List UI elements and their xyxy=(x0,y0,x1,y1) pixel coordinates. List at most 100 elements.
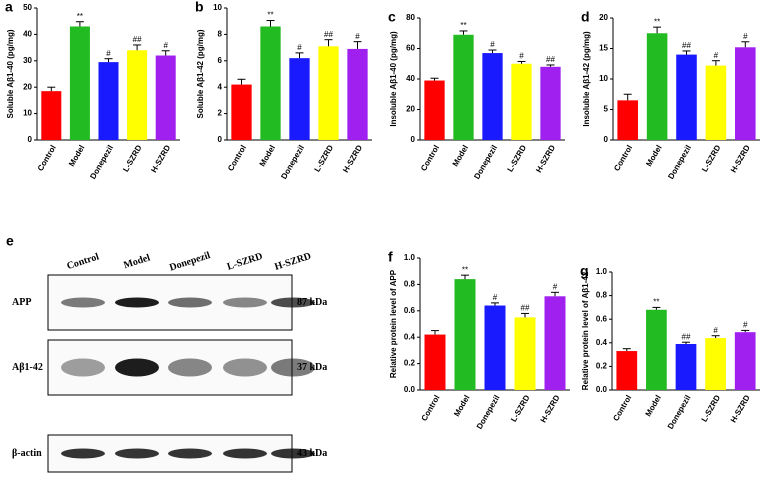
x-tick-label: Model xyxy=(258,144,277,169)
x-tick-label: Donepezil xyxy=(88,144,115,181)
x-tick-label: Donepezil xyxy=(666,144,693,181)
significance: ** xyxy=(654,17,660,26)
x-tick-label: L-SZRD xyxy=(121,143,144,173)
blot-band xyxy=(115,448,159,459)
significance: ## xyxy=(682,41,691,50)
y-tick-label: 0.8 xyxy=(404,280,416,289)
x-tick-label: L-SZRD xyxy=(700,143,723,173)
x-tick-label: Control xyxy=(226,144,248,173)
significance: # xyxy=(106,49,111,58)
blot-band xyxy=(223,297,267,308)
y-tick-label: 0 xyxy=(28,135,33,144)
row-label: β-actin xyxy=(12,448,42,459)
x-tick-label: Donepezil xyxy=(666,394,693,431)
bar xyxy=(98,62,119,141)
y-axis-label: Relative protein level of APP xyxy=(389,269,398,378)
bar xyxy=(544,296,566,390)
y-axis-label: Soluble Aβ1-42 (pg/mg) xyxy=(196,29,205,118)
blot-band xyxy=(168,297,212,308)
x-tick-label: H-SZRD xyxy=(341,143,364,174)
x-tick-label: Model xyxy=(644,144,663,169)
row-label: APP xyxy=(12,297,31,308)
lane-label: Model xyxy=(122,252,151,271)
panel-label: a xyxy=(5,0,13,15)
size-label: 37 kDa xyxy=(297,362,327,373)
y-axis-label: Insoluble Aβ1-40 (pg/mg) xyxy=(389,31,398,127)
lane-label: H-SZRD xyxy=(273,251,312,273)
blot-band xyxy=(168,358,212,377)
bar xyxy=(484,305,506,390)
x-tick-label: L-SZRD xyxy=(509,393,532,423)
y-tick-label: 0.4 xyxy=(404,332,416,341)
y-tick-label: 0 xyxy=(218,135,223,144)
lane-label: L-SZRD xyxy=(226,251,264,273)
bar xyxy=(616,351,638,390)
x-tick-label: Control xyxy=(36,144,58,173)
bar xyxy=(424,334,446,390)
x-tick-label: L-SZRD xyxy=(506,143,529,173)
lane-label: Control xyxy=(65,251,100,272)
significance: # xyxy=(163,41,168,50)
significance: ## xyxy=(682,332,691,341)
significance: # xyxy=(355,32,360,41)
blot-band xyxy=(115,358,159,377)
y-tick-label: 40 xyxy=(23,30,32,39)
significance: ** xyxy=(460,21,466,30)
y-tick-label: 0.2 xyxy=(404,359,416,368)
y-tick-label: 10 xyxy=(213,3,222,12)
x-tick-label: Control xyxy=(611,394,633,423)
y-tick-label: 20 xyxy=(406,105,415,114)
bar xyxy=(155,55,176,140)
significance: ## xyxy=(521,304,530,313)
significance: # xyxy=(714,51,719,60)
y-tick-label: 10 xyxy=(599,74,608,83)
y-tick-label: 2 xyxy=(218,109,223,118)
x-tick-label: Model xyxy=(451,144,470,169)
blot-band xyxy=(61,448,105,459)
x-tick-label: Control xyxy=(420,394,442,423)
bar xyxy=(41,91,62,140)
x-tick-label: L-SZRD xyxy=(700,393,723,423)
x-tick-label: Donepezil xyxy=(475,394,502,431)
y-tick-label: 80 xyxy=(406,13,415,22)
blot-band xyxy=(168,448,212,459)
bar xyxy=(617,100,638,140)
y-axis-label: Insoluble Aβ1-42 (pg/mg) xyxy=(582,31,591,127)
x-tick-label: Donepezil xyxy=(279,144,306,181)
y-tick-label: 8 xyxy=(218,30,223,39)
bar xyxy=(646,309,667,390)
bar xyxy=(231,84,252,140)
y-tick-label: 10 xyxy=(23,109,32,118)
panel-label: d xyxy=(581,9,590,25)
y-tick-label: 1.0 xyxy=(596,267,608,276)
x-tick-label: Control xyxy=(419,144,441,173)
blot-band xyxy=(271,448,315,459)
x-tick-label: Control xyxy=(612,144,634,173)
significance: ** xyxy=(267,11,273,20)
y-tick-label: 0.0 xyxy=(404,385,416,394)
bar xyxy=(127,50,148,140)
bar xyxy=(705,65,727,140)
x-tick-label: H-SZRD xyxy=(539,393,562,424)
y-tick-label: 5 xyxy=(604,105,609,114)
panel-label: b xyxy=(195,0,204,15)
x-tick-label: H-SZRD xyxy=(149,143,172,174)
panel-label: f xyxy=(388,249,393,265)
x-tick-label: Model xyxy=(644,394,663,419)
y-axis-label: Soluble Aβ1-40 (pg/mg) xyxy=(6,29,15,118)
bar xyxy=(676,54,697,140)
x-tick-label: L-SZRD xyxy=(313,143,336,173)
y-tick-label: 60 xyxy=(406,44,415,53)
y-tick-label: 4 xyxy=(218,82,223,91)
size-label: 43 kDa xyxy=(297,448,327,459)
x-tick-label: H-SZRD xyxy=(534,143,557,174)
bar xyxy=(646,33,668,140)
bar xyxy=(347,48,368,140)
y-tick-label: 20 xyxy=(599,13,608,22)
y-tick-label: 0.4 xyxy=(596,338,608,347)
bar xyxy=(735,47,756,140)
x-tick-label: Donepezil xyxy=(472,144,499,181)
significance: ** xyxy=(653,298,659,307)
bar xyxy=(453,34,474,140)
